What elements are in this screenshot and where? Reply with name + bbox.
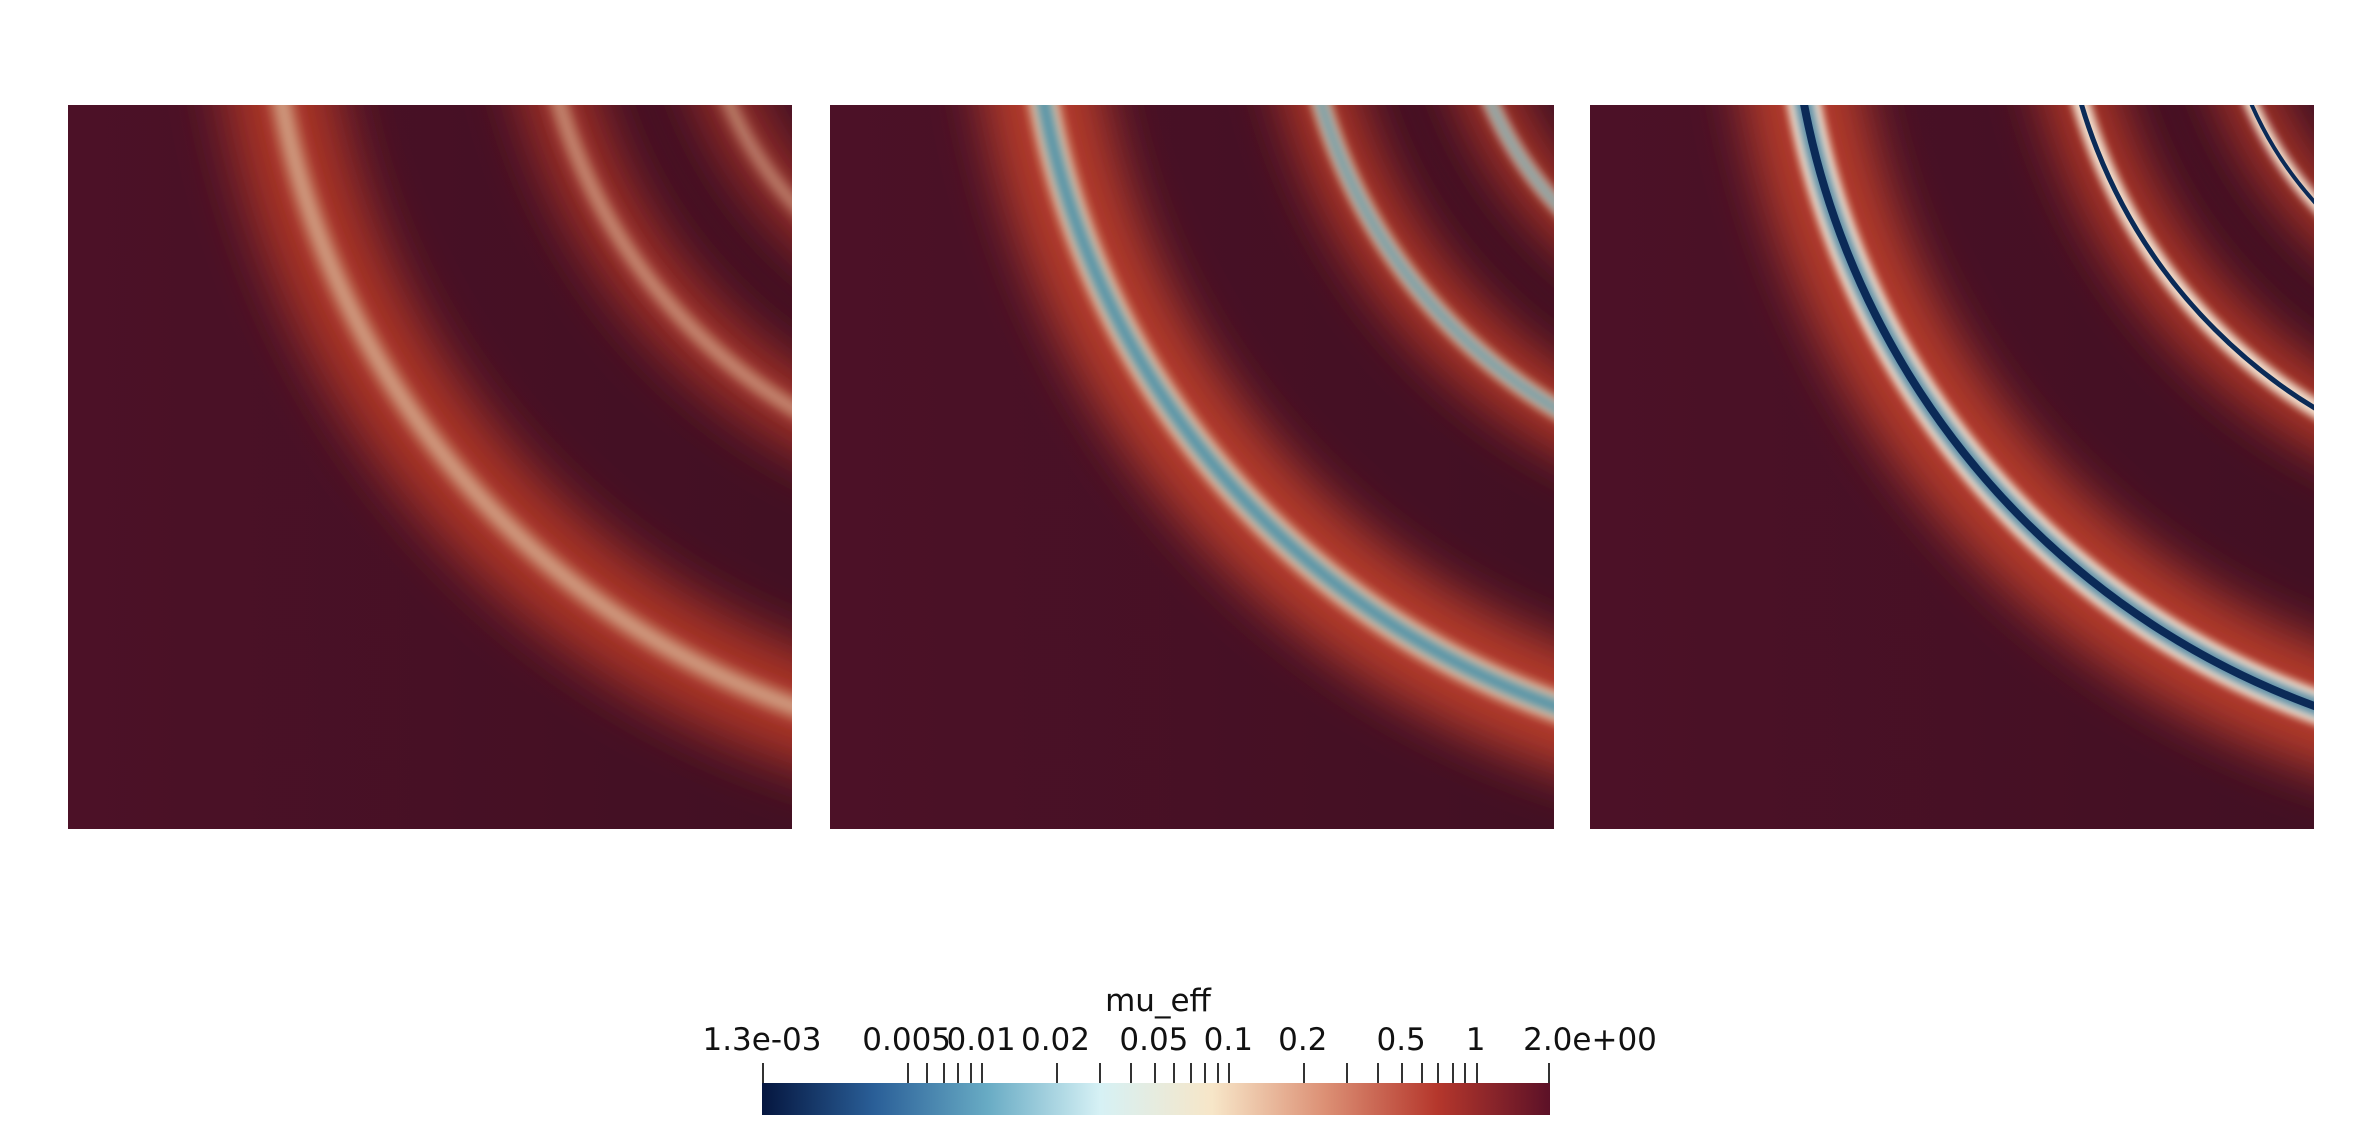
colorbar-tick	[1204, 1063, 1207, 1083]
colorbar-tick	[942, 1063, 945, 1083]
colorbar-tick	[1217, 1063, 1219, 1083]
colorbar-tick	[1346, 1063, 1349, 1083]
colorbar-label: 0.005	[862, 1022, 952, 1058]
field-panel-3	[1590, 105, 2314, 829]
colorbar-tick	[1228, 1063, 1231, 1083]
field-panel-2	[830, 105, 1554, 829]
colorbar-tick	[1437, 1063, 1440, 1083]
field-plot-1	[68, 105, 792, 829]
colorbar-tick	[981, 1063, 984, 1083]
colorbar-tick	[1129, 1063, 1132, 1083]
colorbar-tick	[1475, 1063, 1478, 1083]
field-plot-2	[830, 105, 1554, 829]
legend-title: mu_eff	[1105, 983, 1211, 1019]
colorbar-gradient	[762, 1083, 1550, 1115]
colorbar-label: 0.05	[1119, 1022, 1189, 1058]
colorbar-label: 1	[1465, 1022, 1486, 1058]
colorbar-tick	[906, 1063, 909, 1083]
colorbar-label: 2.0e+00	[1523, 1022, 1657, 1058]
colorbar-label: 0.2	[1278, 1022, 1328, 1058]
colorbar-tick	[957, 1063, 960, 1083]
colorbar-tick	[1055, 1063, 1058, 1083]
colorbar-tick	[1420, 1063, 1423, 1083]
colorbar-tick	[926, 1063, 929, 1083]
colorbar-tick	[1173, 1063, 1176, 1083]
colorbar-tick	[1099, 1063, 1102, 1083]
colorbar-label: 1.3e-03	[702, 1022, 822, 1058]
colorbar-label: 0.02	[1020, 1022, 1091, 1058]
field-plot-3	[1590, 105, 2314, 829]
legend-ticks	[762, 1061, 1550, 1083]
colorbar-label: 0.1	[1203, 1022, 1253, 1058]
colorbar-tick	[969, 1063, 972, 1083]
colorbar-tick	[1548, 1063, 1550, 1083]
colorbar-tick	[1401, 1063, 1404, 1083]
colorbar-tick	[762, 1063, 764, 1083]
field-panel-1	[68, 105, 792, 829]
colorbar-tick	[1464, 1063, 1467, 1083]
colorbar-label: 0.5	[1376, 1022, 1426, 1058]
colorbar-tick	[1190, 1063, 1193, 1083]
colorbar-tick	[1451, 1063, 1454, 1083]
colorbar-label: 0.01	[946, 1022, 1016, 1058]
colorbar-tick	[1153, 1063, 1156, 1083]
colorbar-tick	[1377, 1063, 1380, 1083]
colorbar-tick	[1302, 1063, 1305, 1083]
